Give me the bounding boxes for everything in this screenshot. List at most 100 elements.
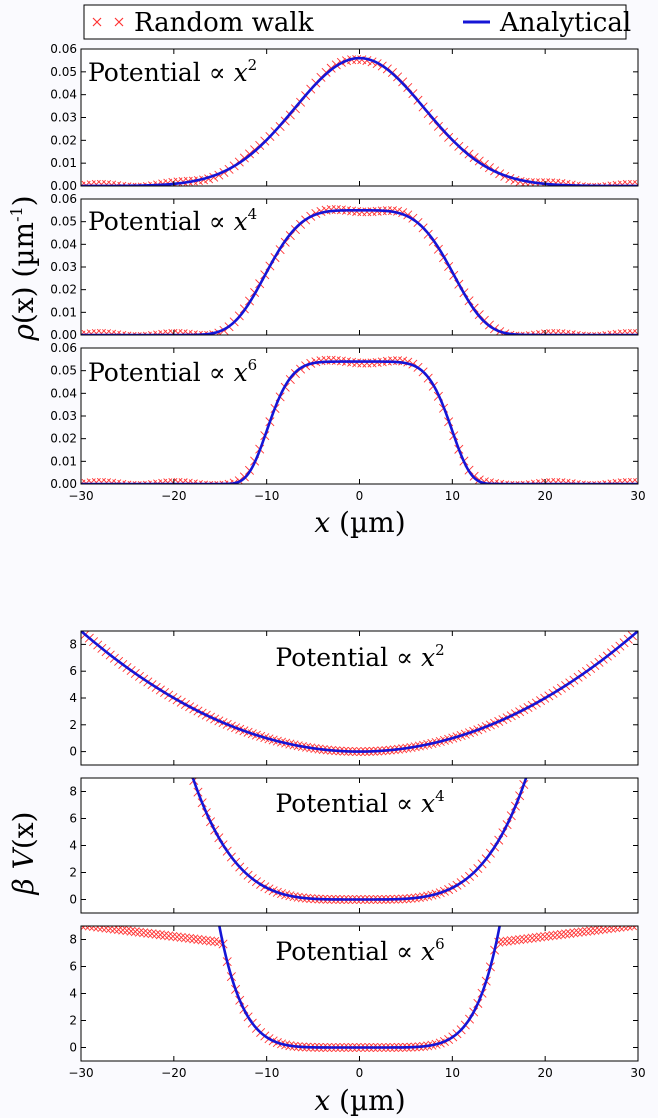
random-walk-point: [602, 926, 612, 934]
random-walk-point: [164, 931, 174, 941]
random-walk-point: [122, 331, 132, 335]
random-walk-point: [102, 329, 112, 335]
random-walk-point: [180, 933, 190, 943]
y-tick-label: 0.03: [50, 260, 77, 274]
y-tick-label: 8: [69, 785, 77, 799]
random-walk-point: [576, 480, 586, 484]
y-tick-label: 8: [69, 933, 77, 947]
random-walk-point: [117, 330, 127, 335]
random-walk-point: [515, 935, 525, 945]
plot-area-density-x4: [81, 199, 638, 335]
random-walk-point: [114, 926, 124, 935]
random-walk-point: [506, 936, 516, 946]
random-walk-point: [581, 182, 591, 186]
random-walk-point: [627, 477, 637, 484]
random-walk-point: [189, 934, 199, 944]
analytical-curve-density-x6: [81, 360, 638, 484]
random-walk-point: [556, 179, 566, 186]
random-walk-point: [536, 932, 546, 942]
random-walk-point: [122, 182, 132, 186]
x-tick-label: −10: [254, 489, 279, 503]
random-walk-point: [551, 477, 561, 484]
random-walk-point: [147, 929, 157, 939]
random-walk-point: [117, 479, 127, 484]
random-walk-point: [581, 480, 591, 484]
random-walk-point: [552, 930, 562, 940]
panel-density-x4: 0.00 0.01 0.02 0.03 0.04 0.05 0.06 Potential ∝ …: [50, 192, 639, 342]
random-walk-point: [176, 932, 186, 942]
y-tick-label: 8: [69, 637, 77, 651]
random-walk-point: [500, 480, 510, 484]
y-tick-label: 0: [69, 893, 77, 907]
random-walk-point: [556, 329, 566, 335]
x-tick-label: 30: [630, 489, 645, 503]
random-walk-point: [81, 926, 86, 930]
y-tick-label: 0.06: [50, 192, 77, 206]
legend-analytical-label: Analytical: [499, 8, 631, 38]
random-walk-point: [117, 181, 127, 186]
x-tick-label: 30: [630, 1066, 645, 1080]
y-tick-label: 6: [69, 664, 77, 678]
plot-area-potential-x4: [81, 778, 638, 913]
random-walk-point: [130, 927, 140, 937]
random-walk-point: [627, 179, 637, 186]
random-walk-point: [193, 479, 203, 484]
random-walk-point: [594, 926, 604, 935]
analytical-curve-potential-x4: [191, 778, 528, 901]
random-walk-point: [527, 933, 537, 943]
x-tick-label: −10: [254, 1066, 279, 1080]
top-x-axis-label: x (µm): [314, 506, 405, 539]
random-walk-point: [619, 926, 629, 932]
x-tick-label: 20: [538, 489, 553, 503]
random-walk-point: [173, 477, 183, 484]
random-walk-point: [143, 928, 153, 938]
random-walk-point: [173, 328, 183, 335]
legend: Random walk Analytical: [83, 4, 631, 40]
random-walk-point: [134, 927, 145, 937]
y-tick-label: 4: [69, 839, 77, 853]
random-walk-point: [581, 926, 591, 936]
random-walk-point: [531, 933, 541, 943]
analytical-curve-potential-x2: [81, 631, 638, 753]
y-tick-label: 0.00: [50, 328, 77, 342]
x-tick-label: 0: [356, 1066, 364, 1080]
random-walk-point: [632, 926, 638, 930]
random-walk-point: [577, 927, 587, 937]
top-y-axis-label: ρ(x) (µm-1): [7, 195, 40, 341]
random-walk-point: [540, 932, 550, 942]
random-walk-point: [105, 926, 115, 934]
random-walk-point: [479, 477, 489, 484]
y-tick-label: 0.02: [50, 133, 77, 147]
random-walk-point: [96, 179, 106, 186]
y-tick-label: 0.04: [50, 237, 77, 251]
y-tick-label: 2: [69, 866, 77, 880]
random-walk-point: [571, 330, 581, 335]
random-walk-point: [205, 936, 216, 946]
random-walk-point: [81, 926, 90, 931]
random-walk-point: [155, 930, 165, 940]
random-walk-point: [102, 478, 112, 484]
y-tick-label: 0: [69, 1041, 77, 1055]
annotation-potential-x4: Potential ∝ x4: [275, 787, 444, 818]
y-tick-label: 0.03: [50, 111, 77, 125]
random-walk-point: [89, 926, 99, 932]
random-walk-point: [93, 926, 103, 932]
y-tick-label: 0.02: [50, 432, 77, 446]
random-walk-point: [569, 928, 579, 938]
y-tick-label: 0.03: [50, 409, 77, 423]
random-walk-point: [590, 926, 600, 935]
x-tick-label: 0: [356, 489, 364, 503]
random-walk-point: [519, 934, 529, 944]
random-walk-point: [97, 926, 107, 933]
y-tick-label: 0.06: [50, 42, 77, 56]
random-walk-point: [615, 926, 625, 932]
y-tick-label: 0.00: [50, 477, 77, 491]
random-walk-point: [551, 328, 561, 335]
random-walk-point: [573, 927, 583, 937]
random-walk-point: [607, 926, 617, 933]
random-walk-point: [199, 480, 209, 484]
y-tick-label: 4: [69, 987, 77, 1001]
random-walk-point: [101, 926, 111, 933]
y-tick-label: 0.04: [50, 386, 77, 400]
